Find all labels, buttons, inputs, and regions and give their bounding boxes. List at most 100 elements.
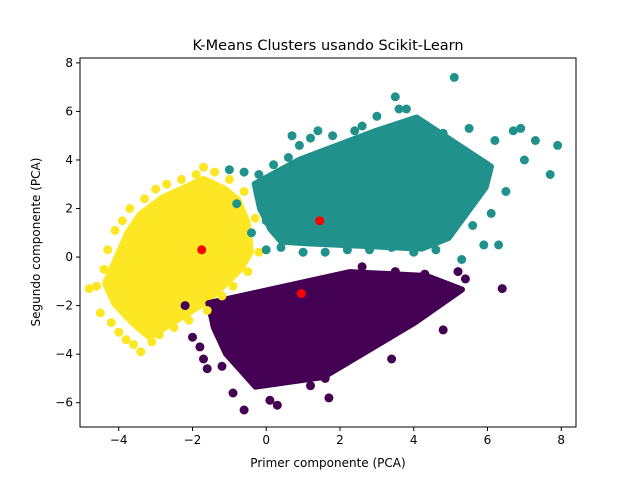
cluster-2-point	[383, 172, 393, 182]
cluster-2-point	[283, 153, 293, 162]
cluster-3-point	[442, 281, 452, 291]
cluster-1-point	[176, 174, 186, 184]
cluster-2-point	[335, 143, 345, 153]
cluster-2-body	[251, 114, 494, 252]
cluster-2-point	[276, 242, 286, 252]
plot-area	[84, 72, 563, 415]
y-axis: −6 −4 −2 0 2 4 6 8	[55, 56, 80, 410]
cluster-3-point	[188, 332, 197, 342]
centroid-1	[197, 245, 207, 255]
cluster-2-point	[449, 72, 459, 82]
cluster-1-point	[221, 225, 231, 235]
cluster-1-point	[162, 179, 172, 189]
cluster-3-point	[294, 369, 304, 379]
cluster-1-point	[228, 281, 238, 291]
cluster-2-point	[379, 136, 389, 145]
cluster-2-point	[317, 167, 326, 177]
cluster-2-point	[508, 126, 518, 136]
cluster-3-point	[317, 313, 326, 323]
cluster-1-point	[180, 242, 190, 252]
cluster-1-point	[99, 264, 109, 274]
cluster-1-point	[191, 170, 201, 179]
cluster-2-point	[239, 167, 249, 177]
cluster-1-point	[243, 267, 253, 277]
cluster-3-point	[306, 381, 315, 391]
cluster-2-point	[320, 247, 330, 257]
cluster-2-point	[313, 126, 323, 136]
cluster-1-point	[117, 276, 127, 286]
cluster-1-body	[102, 175, 254, 341]
cluster-3-point	[460, 274, 470, 284]
cluster-2-point	[390, 92, 400, 102]
cluster-3-point	[298, 354, 308, 364]
cluster-3-point	[409, 306, 419, 315]
cluster-1-point	[210, 167, 220, 177]
cluster-1-point	[129, 340, 138, 349]
cluster-1-point	[95, 308, 105, 318]
cluster-3-body	[205, 269, 465, 390]
cluster-1-point	[117, 216, 127, 226]
cluster-1-point	[165, 301, 175, 311]
cluster-1-point	[217, 291, 227, 301]
cluster-2-point	[501, 187, 511, 196]
cluster-3-point	[357, 262, 367, 272]
cluster-2-point	[401, 194, 411, 204]
cluster-3-point	[287, 373, 297, 383]
cluster-3-point	[298, 337, 308, 347]
cluster-2-point	[350, 126, 360, 136]
cluster-2-point	[298, 191, 308, 201]
cluster-1-point	[173, 272, 183, 281]
cluster-2-point	[412, 179, 422, 189]
y-tick-label: 2	[65, 202, 73, 216]
cluster-3-point	[353, 337, 363, 347]
cluster-2-point	[328, 131, 338, 141]
cluster-1-point	[136, 347, 146, 357]
cluster-2-point	[287, 131, 297, 141]
cluster-2-point	[486, 208, 496, 218]
cluster-3-point	[379, 289, 389, 298]
cluster-1-point	[195, 286, 205, 296]
y-tick-label: 8	[65, 56, 73, 70]
cluster-3-point	[331, 359, 341, 369]
x-tick-label: 6	[484, 433, 492, 447]
y-tick-label: 0	[65, 250, 73, 264]
cluster-1-point	[250, 213, 260, 223]
axes-frame	[79, 57, 577, 428]
y-tick-label: 6	[65, 104, 73, 118]
cluster-1-point	[125, 204, 135, 213]
cluster-2-point	[394, 104, 404, 114]
cluster-2-point	[328, 223, 338, 233]
cluster-1-point	[199, 162, 208, 172]
cluster-3-point	[390, 267, 400, 277]
chart-title: K-Means Clusters usando Scikit-Learn	[192, 38, 463, 54]
cluster-2-point	[416, 121, 426, 131]
cluster-3-point	[265, 395, 275, 405]
cluster-1-point	[106, 318, 116, 328]
cluster-3-point	[261, 325, 271, 335]
x-tick-label: 2	[336, 433, 344, 447]
cluster-2-point	[342, 245, 352, 255]
cluster-1-point	[143, 296, 153, 306]
x-tick-label: 8	[557, 433, 565, 447]
cluster-3-point	[254, 369, 264, 379]
cluster-3-point	[394, 318, 404, 328]
cluster-3-point	[224, 344, 234, 354]
cluster-3-point	[261, 354, 271, 364]
cluster-2-point	[530, 136, 540, 145]
y-tick-label: −6	[55, 396, 73, 410]
cluster-2-point	[401, 104, 411, 114]
cluster-2-point	[431, 245, 441, 255]
cluster-3-point	[210, 320, 220, 330]
cluster-2-point	[342, 165, 352, 175]
cluster-1-point	[158, 223, 168, 233]
cluster-3-point	[401, 310, 411, 320]
cluster-3-point	[453, 267, 463, 277]
cluster-1-point	[103, 245, 113, 255]
cluster-3-point	[353, 301, 363, 311]
cluster-2-point	[464, 123, 474, 133]
cluster-1-point	[202, 306, 212, 315]
y-tick-label: −2	[55, 299, 73, 313]
x-tick-label: 4	[410, 433, 418, 447]
cluster-1-point	[121, 335, 131, 345]
